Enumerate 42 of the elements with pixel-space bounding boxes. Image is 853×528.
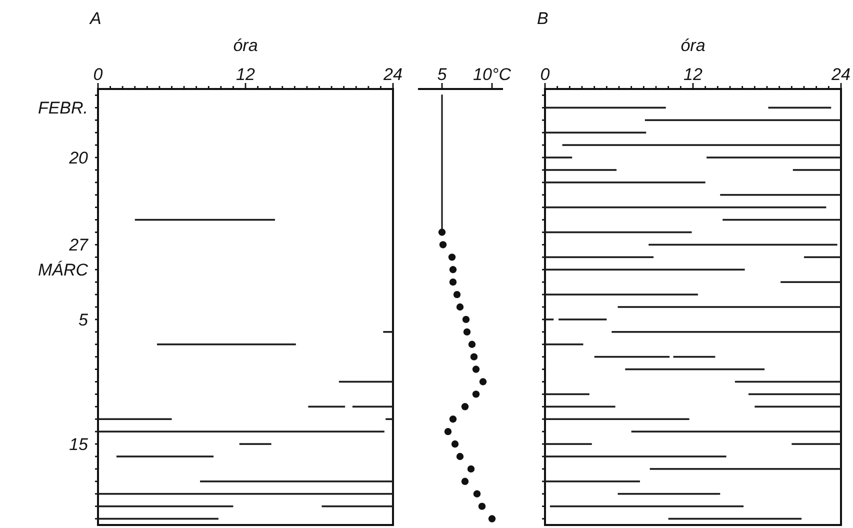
- point: [467, 465, 475, 473]
- point: [468, 340, 476, 348]
- point: [444, 428, 452, 436]
- chart-title: A: [89, 9, 102, 28]
- point: [472, 390, 480, 398]
- y-tick-label: 27: [68, 236, 89, 255]
- point: [473, 490, 481, 498]
- point: [488, 515, 496, 522]
- point: [472, 366, 480, 373]
- y-tick-label: 5: [78, 310, 89, 330]
- point: [461, 403, 469, 410]
- x-tick-label: 24: [382, 65, 402, 84]
- point: [463, 328, 471, 336]
- point: [470, 353, 478, 360]
- x-tick-label: 10°C: [473, 65, 512, 84]
- point: [478, 502, 486, 510]
- x-tick-label: 12: [236, 65, 256, 84]
- y-tick-label: 20: [68, 148, 89, 168]
- point: [438, 228, 446, 236]
- x-tick-label: 0: [93, 65, 104, 84]
- x-tick-label: 0: [540, 65, 550, 84]
- y-tick-label: 15: [69, 435, 89, 454]
- x-axis-title: óra: [680, 36, 706, 55]
- point: [453, 290, 461, 298]
- x-tick-label: 24: [830, 65, 850, 84]
- point: [449, 278, 457, 286]
- chart-title: B: [537, 9, 548, 28]
- point: [462, 316, 470, 324]
- y-tick-label: FEBR.: [38, 98, 88, 118]
- point: [448, 254, 456, 261]
- point: [456, 303, 464, 311]
- y-tick-label: MÁRC: [38, 260, 89, 280]
- point: [449, 266, 457, 274]
- point: [456, 452, 464, 460]
- point: [451, 440, 459, 448]
- point: [461, 478, 469, 485]
- x-tick-label: 5: [437, 65, 448, 84]
- point: [449, 416, 457, 423]
- point: [479, 378, 487, 386]
- point: [439, 241, 447, 248]
- x-axis-title: óra: [233, 36, 258, 55]
- x-tick-label: 12: [684, 65, 703, 84]
